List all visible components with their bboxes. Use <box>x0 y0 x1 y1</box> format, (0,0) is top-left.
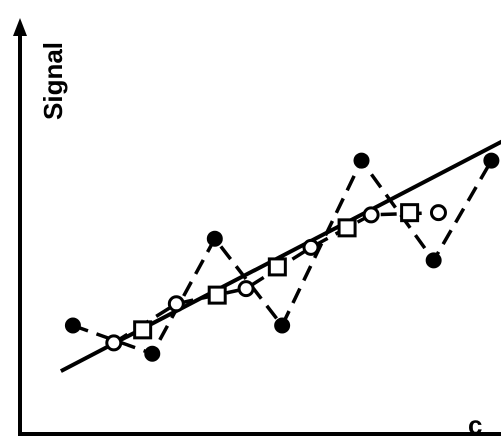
series-1-point <box>425 252 442 269</box>
x-axis-label: c <box>468 410 482 440</box>
series-1-point <box>353 152 370 169</box>
series-2-point <box>302 238 320 256</box>
series-2-point <box>362 206 380 224</box>
series-1-point <box>274 317 291 334</box>
series-3-point <box>267 257 287 277</box>
series-3-point <box>207 285 227 305</box>
series-1-point <box>64 317 81 334</box>
series-2-point <box>167 295 185 313</box>
series-2-point <box>105 334 123 352</box>
series-2-point <box>429 204 447 222</box>
y-axis-arrow <box>13 18 27 36</box>
series-3-point <box>337 218 357 238</box>
series-3-point <box>133 320 153 340</box>
series-1-point <box>483 152 500 169</box>
series-3-point <box>400 203 420 223</box>
series-1-point <box>144 345 161 362</box>
series-2-point <box>237 280 255 298</box>
series-1-point <box>206 230 223 247</box>
y-axis-label: Signal <box>38 42 68 120</box>
